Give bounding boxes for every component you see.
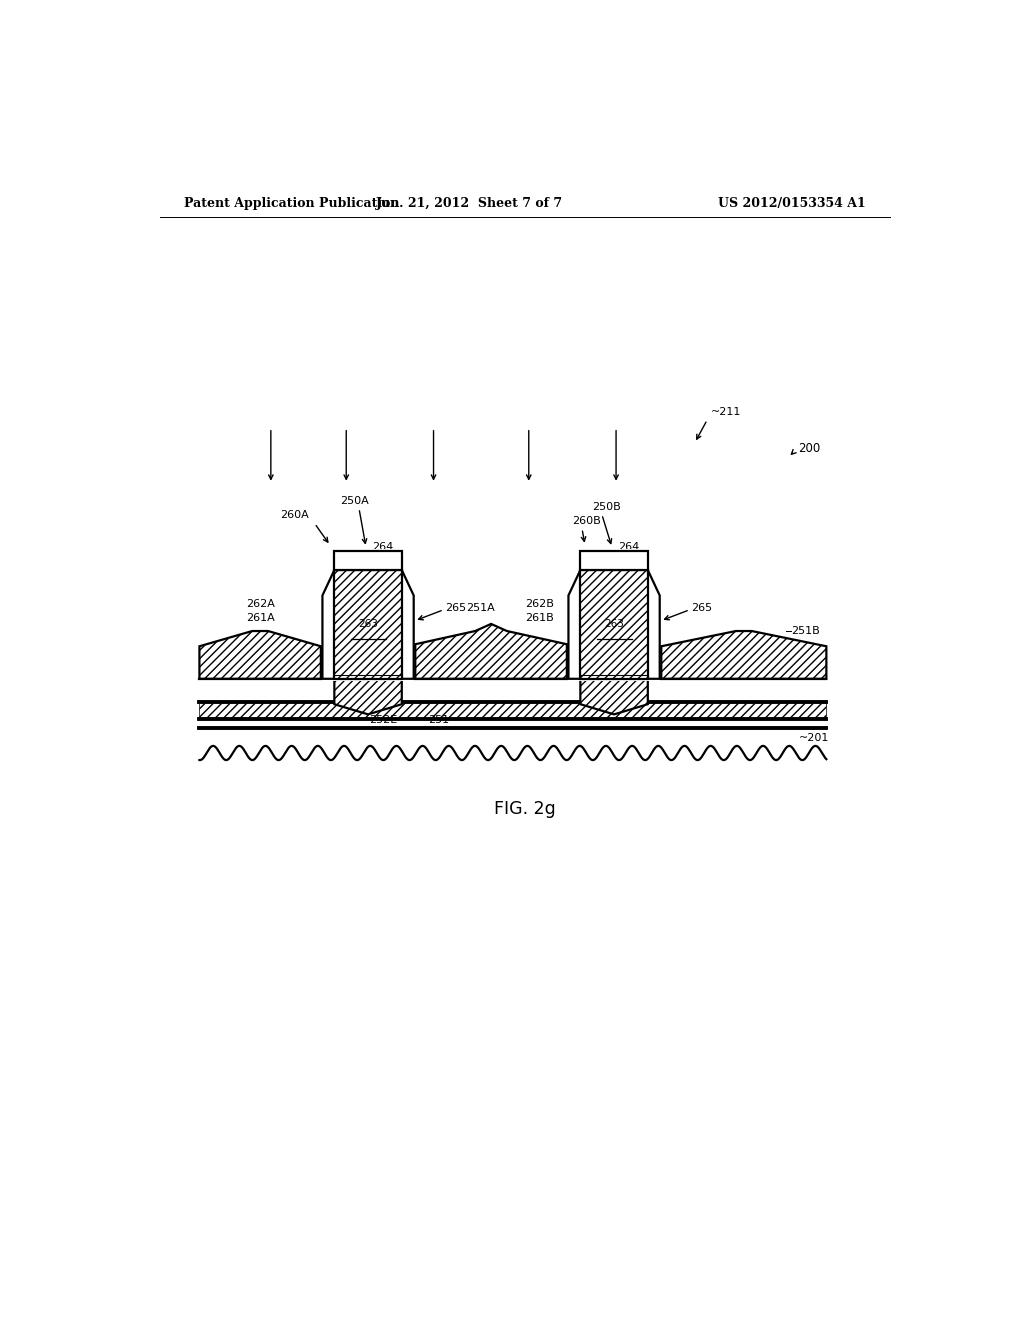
- Polygon shape: [334, 678, 401, 714]
- Bar: [323, 549, 414, 681]
- Bar: [334, 570, 401, 678]
- Text: 250B: 250B: [592, 502, 621, 512]
- Text: 261B: 261B: [524, 612, 554, 623]
- Polygon shape: [200, 631, 321, 678]
- Text: 202B: 202B: [617, 694, 646, 704]
- Polygon shape: [581, 678, 648, 714]
- Text: 262A: 262A: [246, 598, 274, 609]
- Text: 202A: 202A: [344, 694, 373, 704]
- Text: 262B: 262B: [524, 598, 554, 609]
- Bar: [200, 678, 826, 702]
- Bar: [568, 549, 659, 681]
- Polygon shape: [648, 570, 659, 678]
- Polygon shape: [416, 624, 567, 678]
- Text: 263: 263: [604, 619, 624, 630]
- Text: ~211: ~211: [712, 407, 741, 417]
- Bar: [200, 702, 826, 719]
- Text: 252E: 252E: [370, 715, 397, 726]
- Text: 265: 265: [691, 603, 713, 612]
- Text: 260B: 260B: [572, 516, 601, 527]
- Text: 264: 264: [618, 541, 640, 552]
- Text: ~201: ~201: [799, 733, 829, 743]
- Text: 261A: 261A: [246, 612, 274, 623]
- Text: 251A: 251A: [466, 603, 495, 612]
- Text: 264: 264: [373, 541, 393, 552]
- Text: 251B: 251B: [792, 626, 820, 636]
- Text: 251: 251: [223, 652, 245, 661]
- Polygon shape: [662, 631, 826, 678]
- Text: 252E: 252E: [722, 659, 750, 668]
- Text: 263: 263: [358, 619, 378, 630]
- Polygon shape: [568, 570, 581, 678]
- Text: 250A: 250A: [340, 496, 369, 506]
- Text: US 2012/0153354 A1: US 2012/0153354 A1: [718, 197, 866, 210]
- Bar: [581, 570, 648, 678]
- Text: 200: 200: [799, 442, 821, 454]
- Bar: [334, 550, 401, 570]
- Text: Jun. 21, 2012  Sheet 7 of 7: Jun. 21, 2012 Sheet 7 of 7: [376, 197, 563, 210]
- Polygon shape: [401, 570, 414, 678]
- Text: Patent Application Publication: Patent Application Publication: [183, 197, 399, 210]
- Bar: [581, 550, 648, 570]
- Text: 251: 251: [428, 715, 450, 726]
- Polygon shape: [323, 570, 334, 678]
- Text: 265: 265: [445, 603, 467, 612]
- Text: 202: 202: [792, 645, 813, 655]
- Text: FIG. 2g: FIG. 2g: [494, 800, 556, 818]
- Text: 260A: 260A: [281, 511, 309, 520]
